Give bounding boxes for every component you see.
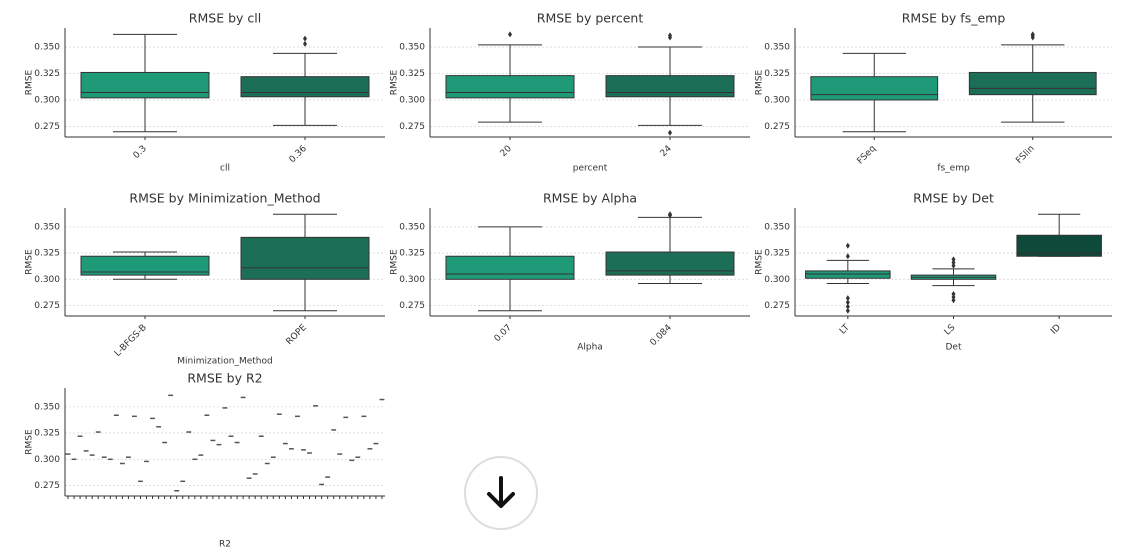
y-tick-label: 0.275 xyxy=(399,122,425,132)
flier xyxy=(668,32,672,39)
y-tick-label: 0.275 xyxy=(764,301,790,311)
flier xyxy=(303,35,307,42)
flier xyxy=(845,303,850,310)
x-tick-label: FSeq xyxy=(856,144,879,167)
box xyxy=(605,251,735,276)
box xyxy=(810,76,939,101)
chart-title: RMSE by cll xyxy=(189,11,261,26)
y-tick-label: 0.350 xyxy=(764,222,790,232)
x-tick-label: L-BFGS-B xyxy=(113,323,149,359)
y-tick-label: 0.275 xyxy=(399,301,425,311)
flier xyxy=(845,242,850,249)
box xyxy=(605,75,735,98)
y-tick-label: 0.300 xyxy=(399,275,425,285)
x-tick-label: 20 xyxy=(499,144,514,159)
down-arrow-icon[interactable] xyxy=(487,476,515,508)
flier xyxy=(303,40,307,47)
x-tick-label: LT xyxy=(838,322,852,336)
flier xyxy=(951,290,956,297)
x-tick-label: 0.36 xyxy=(288,144,309,165)
flier xyxy=(845,307,850,314)
x-tick-label: ROPE xyxy=(285,323,310,348)
box xyxy=(445,255,575,280)
box xyxy=(1016,234,1102,257)
y-axis-label: RMSE xyxy=(390,69,400,95)
x-tick-label: 0.3 xyxy=(132,144,149,161)
y-tick-label: 0.300 xyxy=(399,95,425,105)
box xyxy=(80,71,210,99)
x-tick-label: ID xyxy=(1049,323,1063,337)
y-tick-label: 0.325 xyxy=(764,249,790,259)
x-tick-label: 0.07 xyxy=(493,323,514,344)
x-axis-label: fs_emp xyxy=(937,164,970,174)
y-axis-label: RMSE xyxy=(755,69,765,95)
box xyxy=(445,75,575,99)
y-axis-label: RMSE xyxy=(25,429,35,455)
x-tick-label: FSlin xyxy=(1014,144,1036,166)
x-axis-label: R2 xyxy=(219,540,231,550)
y-axis-label: RMSE xyxy=(755,249,765,275)
y-tick-label: 0.300 xyxy=(34,275,60,285)
flier xyxy=(1030,31,1035,38)
y-tick-label: 0.275 xyxy=(34,122,60,132)
box xyxy=(968,71,1097,96)
flier xyxy=(951,262,956,269)
flier xyxy=(845,253,850,260)
y-tick-label: 0.325 xyxy=(34,69,60,79)
x-axis-label: percent xyxy=(573,164,608,174)
y-tick-label: 0.275 xyxy=(34,301,60,311)
y-tick-label: 0.325 xyxy=(764,69,790,79)
x-axis-label: cll xyxy=(220,164,230,174)
flier xyxy=(668,129,672,136)
x-axis-label: Det xyxy=(946,343,962,353)
chart-title: RMSE by percent xyxy=(537,11,644,26)
flier xyxy=(845,295,850,302)
x-axis-label: Minimization_Method xyxy=(177,357,272,367)
y-tick-label: 0.275 xyxy=(34,481,60,491)
box xyxy=(240,76,370,98)
chart-title: RMSE by fs_emp xyxy=(902,11,1006,26)
flier xyxy=(951,259,956,266)
chart-title: RMSE by Minimization_Method xyxy=(129,191,320,206)
y-tick-label: 0.275 xyxy=(764,122,790,132)
y-tick-label: 0.325 xyxy=(34,249,60,259)
y-tick-label: 0.300 xyxy=(764,95,790,105)
y-axis-label: RMSE xyxy=(390,249,400,275)
flier xyxy=(951,297,956,304)
y-axis-label: RMSE xyxy=(25,69,35,95)
y-tick-label: 0.300 xyxy=(34,455,60,465)
x-tick-label: 0.084 xyxy=(649,323,674,348)
scroll-down-button[interactable] xyxy=(464,456,538,530)
y-tick-label: 0.300 xyxy=(764,275,790,285)
y-tick-label: 0.350 xyxy=(34,43,60,53)
y-tick-label: 0.300 xyxy=(34,95,60,105)
x-tick-label: LS xyxy=(943,323,958,338)
y-axis-label: RMSE xyxy=(25,249,35,275)
flier xyxy=(845,299,850,306)
flier xyxy=(951,256,956,263)
y-tick-label: 0.350 xyxy=(34,402,60,412)
flier xyxy=(668,211,672,218)
chart-title: RMSE by Det xyxy=(913,191,994,206)
y-tick-label: 0.350 xyxy=(764,43,790,53)
y-tick-label: 0.350 xyxy=(34,222,60,232)
y-tick-label: 0.325 xyxy=(34,429,60,439)
box xyxy=(240,236,370,280)
chart-title: RMSE by Alpha xyxy=(543,191,637,206)
flier xyxy=(508,31,512,38)
x-axis-label: Alpha xyxy=(577,343,603,353)
y-tick-label: 0.325 xyxy=(399,69,425,79)
y-tick-label: 0.325 xyxy=(399,249,425,259)
box xyxy=(80,255,210,276)
y-tick-label: 0.350 xyxy=(399,222,425,232)
y-tick-label: 0.350 xyxy=(399,43,425,53)
flier xyxy=(951,294,956,301)
box xyxy=(805,270,891,279)
chart-title: RMSE by R2 xyxy=(187,371,262,386)
x-tick-label: 24 xyxy=(659,144,674,159)
